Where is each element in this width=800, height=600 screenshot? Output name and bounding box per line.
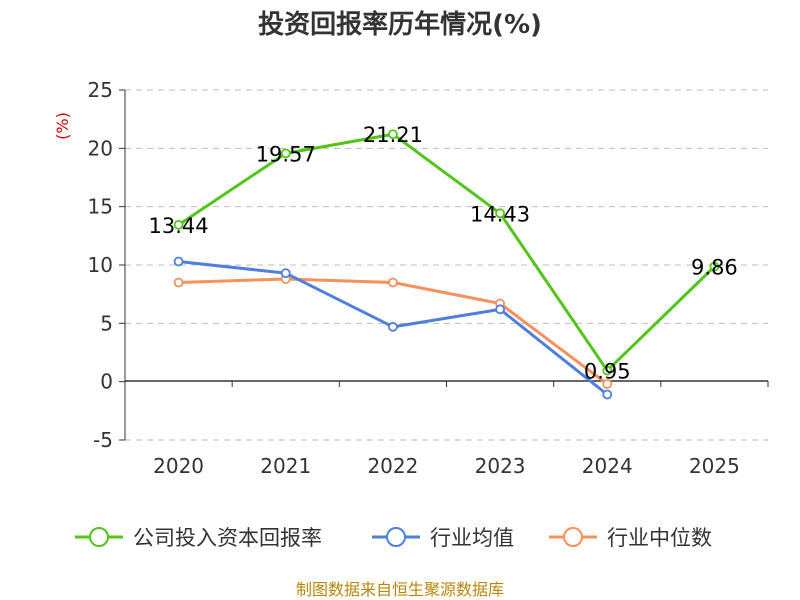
y-tick-label: 5 (100, 311, 113, 335)
x-tick-label: 2021 (260, 454, 311, 478)
y-axis-ticks: 25 20 15 10 5 0 -5 (88, 78, 125, 452)
source-note: 制图数据来自恒生聚源数据库 (296, 580, 504, 599)
data-point[interactable] (602, 365, 613, 376)
data-label: 9.86 (691, 256, 738, 280)
data-label: 19.57 (256, 142, 316, 166)
series-group (173, 129, 720, 400)
legend-item-2[interactable]: 行业中位数 (549, 526, 712, 550)
x-tick-label: 2020 (153, 454, 204, 478)
data-point[interactable] (388, 129, 398, 140)
data-point[interactable] (495, 304, 505, 315)
y-axis-unit: (%) (53, 112, 72, 140)
legend-item-0[interactable]: 公司投入资本回报率 (75, 526, 322, 550)
y-tick-label: 15 (88, 195, 113, 219)
y-tick-label: 10 (88, 253, 113, 277)
x-tick-label: 2025 (689, 454, 740, 478)
data-label: 21.21 (363, 123, 423, 147)
data-point[interactable] (173, 256, 184, 267)
legend-label: 公司投入资本回报率 (133, 526, 322, 550)
data-label: 0.95 (584, 360, 631, 384)
legend-label: 行业中位数 (607, 526, 712, 550)
x-tick-label: 2022 (367, 454, 418, 478)
data-point[interactable] (709, 261, 720, 272)
y-tick-label: -5 (93, 428, 113, 452)
data-point[interactable] (602, 379, 613, 389)
legend-label: 行业均值 (430, 526, 514, 550)
legend-item-1[interactable]: 行业均值 (372, 526, 514, 550)
grid-lines (125, 89, 768, 441)
data-point[interactable] (280, 268, 291, 279)
data-labels: 13.44 19.57 21.21 14.43 0.95 9.86 (149, 123, 738, 383)
y-tick-label: 25 (88, 78, 113, 102)
series-line-0 (177, 132, 716, 373)
x-tick-label: 2023 (475, 454, 526, 478)
data-point[interactable] (495, 208, 505, 219)
data-label: 13.44 (149, 214, 209, 238)
legend-swatch-marker (563, 527, 583, 547)
data-point[interactable] (602, 389, 613, 400)
data-point[interactable] (280, 148, 291, 159)
y-tick-label: 0 (100, 370, 113, 394)
data-point[interactable] (173, 277, 184, 288)
data-point[interactable] (388, 321, 398, 332)
legend[interactable]: 公司投入资本回报率 行业均值 行业中位数 (75, 526, 712, 550)
legend-swatch-marker (386, 527, 406, 547)
x-tick-label: 2024 (582, 454, 633, 478)
chart-title: 投资回报率历年情况(%) (258, 9, 542, 40)
x-axis-ticks: 2020 2021 2022 2023 2024 2025 (124, 381, 769, 478)
data-label: 14.43 (470, 202, 530, 226)
y-tick-label: 20 (88, 136, 113, 160)
data-point[interactable] (388, 277, 398, 288)
data-point[interactable] (173, 219, 184, 230)
legend-swatch-marker (89, 527, 109, 547)
